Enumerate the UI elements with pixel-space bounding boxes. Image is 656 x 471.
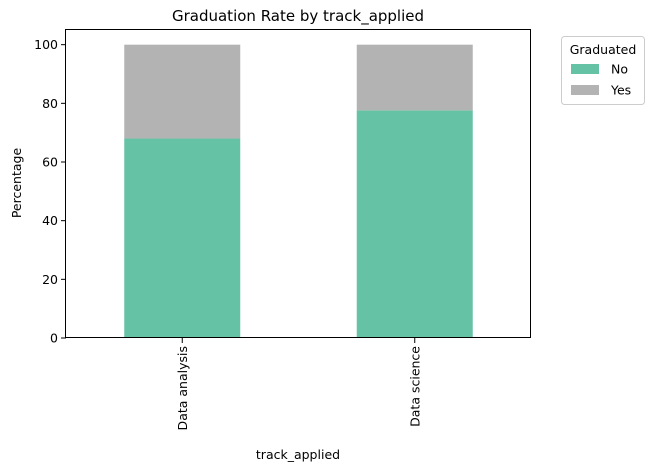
bar-yes-data-science [356, 44, 473, 111]
legend-swatch-yes [571, 85, 599, 95]
bar-no-data-science [356, 110, 473, 339]
bar-no-data-analysis [124, 138, 241, 338]
x-axis-label: track_applied [256, 447, 340, 462]
legend-title: Graduated [570, 42, 637, 57]
y-tick-label: 20 [42, 272, 58, 287]
y-tick-label: 80 [42, 96, 58, 111]
legend-items: No Yes [571, 62, 631, 98]
x-axis: Data analysis Data science [175, 338, 422, 430]
legend: Graduated No Yes [561, 36, 645, 105]
y-tick-label: 0 [50, 331, 58, 346]
y-tick-label: 100 [34, 37, 58, 52]
bar-yes-data-analysis [124, 44, 241, 139]
x-tick-label: Data science [407, 346, 422, 427]
legend-swatch-no [571, 64, 599, 74]
y-tick-label: 60 [42, 155, 58, 170]
chart-title: Graduation Rate by track_applied [172, 7, 424, 26]
plot-frame [65, 29, 531, 338]
y-axis: 0 20 40 60 80 100 [34, 37, 66, 346]
y-tick-label: 40 [42, 213, 58, 228]
y-axis-label: Percentage [9, 148, 24, 219]
bars-layer [124, 44, 473, 339]
x-tick-label: Data analysis [175, 346, 190, 430]
legend-label-yes: Yes [610, 83, 631, 98]
legend-label-no: No [611, 62, 628, 77]
